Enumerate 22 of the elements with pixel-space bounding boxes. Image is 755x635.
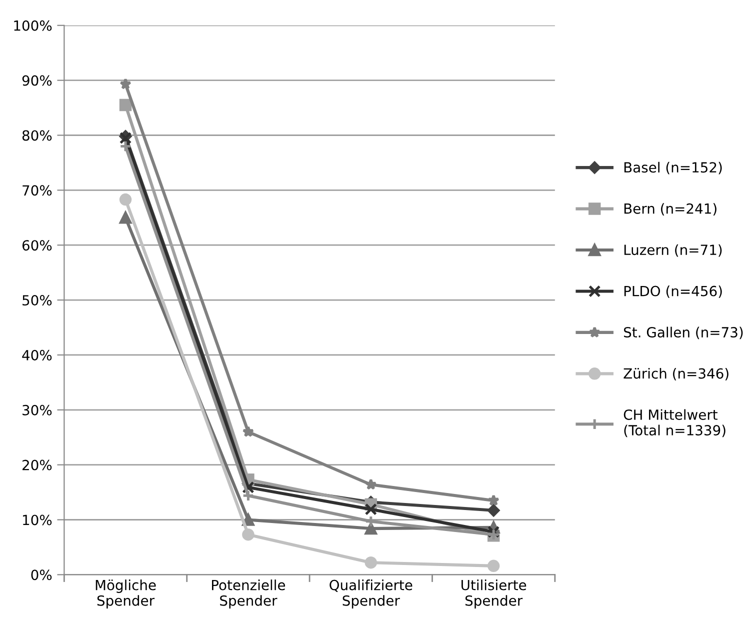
x-tick-label: Utilisierte Spender [462, 580, 526, 609]
legend-label: CH Mittelwert (Total n=1339) [624, 409, 726, 438]
legend-label: Bern (n=241) [624, 203, 716, 216]
legend-label: St. Gallen (n=73) [624, 326, 743, 340]
legend-label: Luzern (n=71) [624, 244, 722, 257]
y-tick-label: 40% [22, 350, 52, 360]
y-tick-label: 0% [31, 570, 52, 580]
y-tick-label: 100% [14, 20, 52, 31]
y-tick-label: 70% [22, 185, 52, 196]
legend-label: Zürich (n=346) [624, 368, 728, 380]
y-tick-label: 30% [22, 404, 52, 416]
x-tick-label: Mögliche Spender [96, 580, 156, 609]
y-tick-label: 50% [22, 295, 52, 306]
y-tick-label: 20% [22, 460, 52, 470]
legend-label: PLDO (n=456) [624, 286, 722, 298]
y-tick-label: 60% [22, 240, 52, 251]
y-tick-label: 90% [22, 75, 52, 86]
y-tick-label: 80% [22, 130, 52, 141]
x-tick-label: Potenzielle Spender [212, 580, 286, 609]
x-tick-label: Qualifizierte Spender [330, 580, 412, 609]
legend-label: Basel (n=152) [624, 162, 722, 174]
y-tick-label: 10% [23, 514, 52, 526]
